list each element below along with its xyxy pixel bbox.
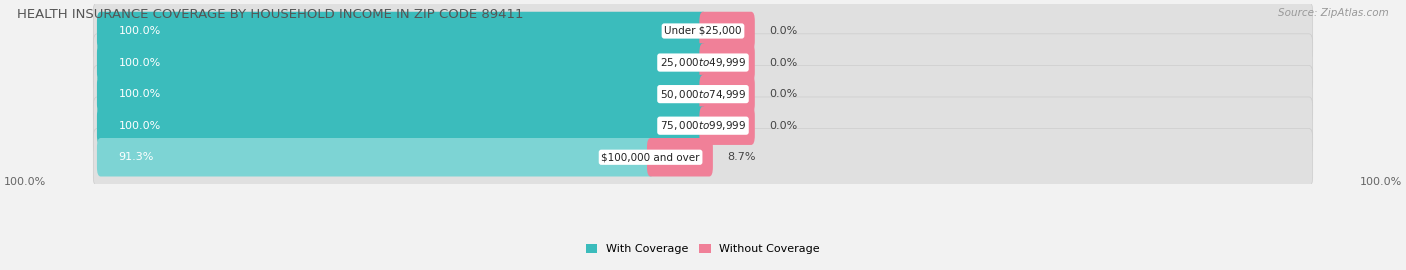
Text: 8.7%: 8.7% (727, 152, 756, 162)
Text: 100.0%: 100.0% (118, 89, 160, 99)
FancyBboxPatch shape (97, 43, 707, 82)
Text: 0.0%: 0.0% (769, 121, 797, 131)
Text: Source: ZipAtlas.com: Source: ZipAtlas.com (1278, 8, 1389, 18)
Text: $25,000 to $49,999: $25,000 to $49,999 (659, 56, 747, 69)
FancyBboxPatch shape (93, 129, 1313, 186)
Text: $100,000 and over: $100,000 and over (602, 152, 700, 162)
FancyBboxPatch shape (93, 34, 1313, 91)
Text: 100.0%: 100.0% (118, 26, 160, 36)
Text: $50,000 to $74,999: $50,000 to $74,999 (659, 88, 747, 101)
FancyBboxPatch shape (97, 75, 707, 113)
FancyBboxPatch shape (93, 97, 1313, 154)
Text: $75,000 to $99,999: $75,000 to $99,999 (659, 119, 747, 132)
FancyBboxPatch shape (699, 43, 755, 82)
Text: 100.0%: 100.0% (118, 121, 160, 131)
FancyBboxPatch shape (699, 106, 755, 145)
FancyBboxPatch shape (699, 12, 755, 50)
FancyBboxPatch shape (93, 2, 1313, 60)
FancyBboxPatch shape (699, 75, 755, 113)
FancyBboxPatch shape (97, 138, 654, 177)
FancyBboxPatch shape (97, 106, 707, 145)
Text: 91.3%: 91.3% (118, 152, 155, 162)
FancyBboxPatch shape (93, 65, 1313, 123)
Text: 100.0%: 100.0% (118, 58, 160, 68)
Text: HEALTH INSURANCE COVERAGE BY HOUSEHOLD INCOME IN ZIP CODE 89411: HEALTH INSURANCE COVERAGE BY HOUSEHOLD I… (17, 8, 523, 21)
Text: 100.0%: 100.0% (4, 177, 46, 187)
Text: 0.0%: 0.0% (769, 89, 797, 99)
Text: 100.0%: 100.0% (1360, 177, 1402, 187)
Text: 0.0%: 0.0% (769, 58, 797, 68)
Legend: With Coverage, Without Coverage: With Coverage, Without Coverage (586, 244, 820, 254)
Text: 0.0%: 0.0% (769, 26, 797, 36)
Text: Under $25,000: Under $25,000 (664, 26, 742, 36)
FancyBboxPatch shape (647, 138, 713, 177)
FancyBboxPatch shape (97, 12, 707, 50)
